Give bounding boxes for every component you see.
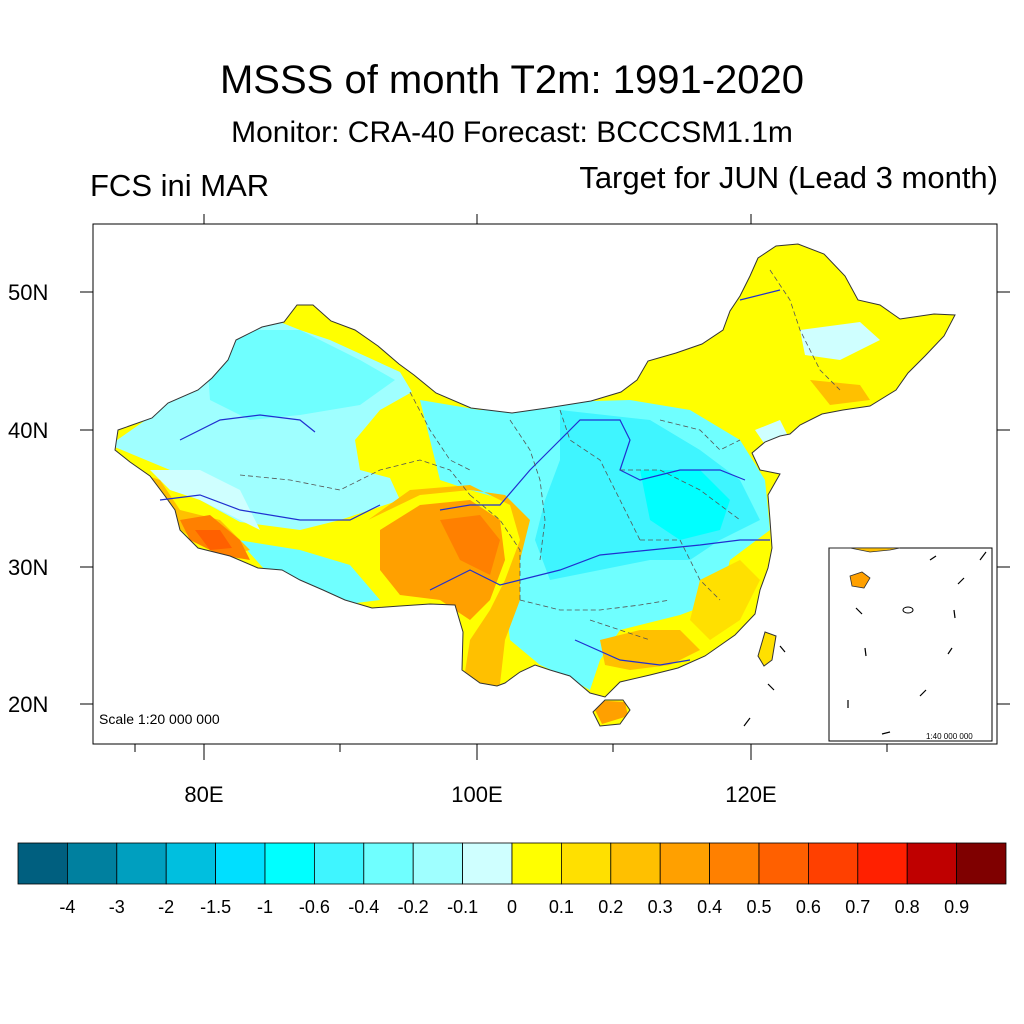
colorbar [17, 842, 1007, 885]
colorbar-tick-label: 0.8 [894, 897, 920, 917]
colorbar-swatch [313, 842, 365, 885]
colorbar-swatch [165, 842, 216, 885]
colorbar-swatch [659, 842, 711, 885]
colorbar-swatch [412, 842, 464, 885]
colorbar-swatch [116, 842, 167, 885]
lon-label-100e: 100E [451, 782, 503, 807]
colorbar-swatch [709, 842, 760, 885]
colorbar-tick-label: -0.6 [298, 897, 330, 917]
plot-title: MSSS of month T2m: 1991-2020 [219, 58, 805, 102]
lon-label-120e: 120E [725, 782, 777, 807]
colorbar-swatch [808, 842, 859, 885]
colorbar-swatch [906, 842, 958, 885]
lat-label-40n: 40N [8, 418, 49, 443]
colorbar-tick-label: -1.5 [200, 897, 232, 917]
colorbar-tick-label: -2 [158, 897, 175, 917]
inset-scale-label: 1:40 000 000 [926, 732, 973, 741]
china-border [114, 243, 956, 727]
colorbar-tick-label: 0.1 [548, 897, 574, 917]
province-boundaries [239, 269, 841, 641]
colorbar-tick-label: 0.4 [697, 897, 723, 917]
boundary-dashes [743, 645, 786, 727]
colorbar-tick-label: 0 [506, 897, 517, 917]
south-china-sea-inset [828, 547, 993, 742]
colorbar-tick-label: -0.2 [397, 897, 429, 917]
colorbar-swatch [511, 842, 562, 885]
colorbar-swatch [264, 842, 315, 885]
lat-label-50n: 50N [8, 280, 49, 305]
lat-label-20n: 20N [8, 692, 49, 717]
lat-label-30n: 30N [8, 555, 49, 580]
colorbar-swatch [561, 842, 612, 885]
colorbar-tick-label: -3 [108, 897, 125, 917]
colorbar-tick-label: 0.3 [647, 897, 673, 917]
colorbar-tick-label: -0.4 [348, 897, 380, 917]
colorbar-tick-label: -4 [59, 897, 76, 917]
colorbar-tick-label: 0.9 [944, 897, 970, 917]
colorbar-swatch [17, 842, 68, 885]
right-label: Target for JUN (Lead 3 month) [579, 160, 998, 195]
colorbar-swatch [956, 842, 1007, 885]
colorbar-swatch [462, 842, 513, 885]
colorbar-swatch [215, 842, 266, 885]
rivers [159, 289, 781, 666]
colorbar-swatch [363, 842, 414, 885]
left-label: FCS ini MAR [90, 168, 270, 203]
taiwan-island [757, 631, 777, 667]
colorbar-swatch [758, 842, 809, 885]
colorbar-tick-label: -1 [256, 897, 273, 917]
plot-subtitle: Monitor: CRA-40 Forecast: BCCCSM1.1m [231, 116, 793, 149]
colorbar-tick-label: 0.6 [795, 897, 821, 917]
colorbar-tick-label: 0.5 [746, 897, 772, 917]
colorbar-swatch [857, 842, 908, 885]
map-scale-label: Scale 1:20 000 000 [99, 711, 220, 727]
axis-ticks [80, 214, 1010, 760]
colorbar-swatch [610, 842, 661, 885]
colorbar-tick-label: 0.2 [598, 897, 624, 917]
colorbar-tick-label: -0.1 [447, 897, 479, 917]
colorbar-tick-label: 0.7 [845, 897, 871, 917]
lon-label-80e: 80E [184, 782, 224, 807]
colorbar-swatch [67, 842, 118, 885]
